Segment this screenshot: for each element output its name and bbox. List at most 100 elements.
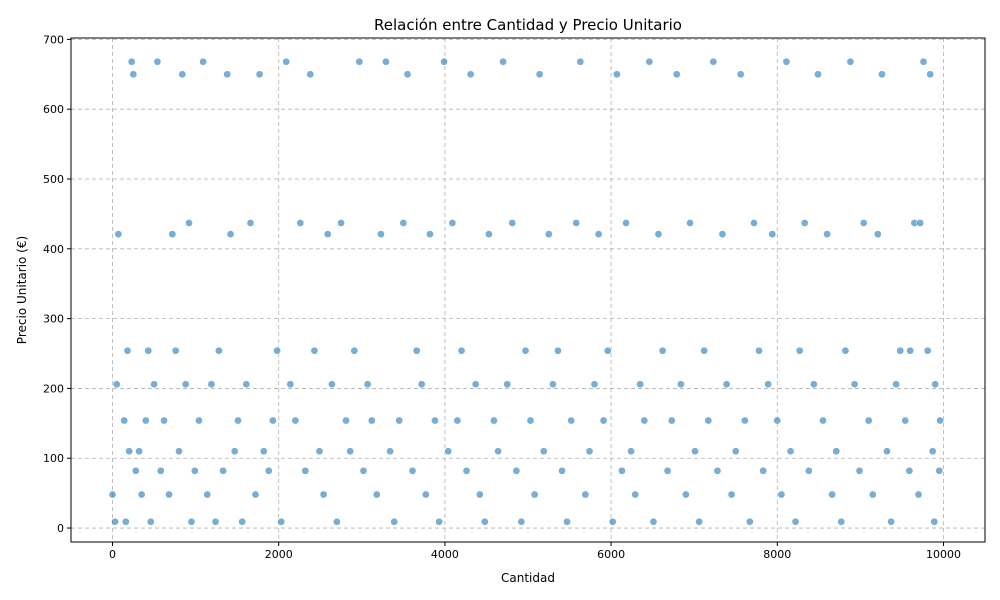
y-tick-label: 0 [57, 522, 64, 535]
scatter-point [144, 346, 153, 355]
scatter-point [859, 219, 868, 227]
scatter-point [135, 447, 143, 456]
scatter-point [333, 517, 341, 526]
scatter-point [554, 346, 562, 355]
scatter-point [544, 230, 553, 239]
scatter-point [636, 380, 645, 389]
scatter-point [804, 466, 813, 475]
scatter-point [931, 380, 939, 389]
scatter-point [795, 346, 804, 355]
scatter-point [864, 416, 873, 425]
scatter-point [581, 490, 590, 499]
scatter-point [323, 230, 332, 239]
scatter-point [916, 219, 925, 227]
x-tick-label: 4000 [431, 548, 459, 561]
scatter-points [108, 57, 944, 526]
scatter-point [777, 490, 786, 499]
scatter-point [475, 490, 484, 499]
scatter-point [150, 380, 158, 389]
scatter-point [457, 346, 466, 355]
scatter-point [923, 346, 932, 355]
scatter-point [627, 447, 635, 456]
x-tick-label: 8000 [763, 548, 791, 561]
scatter-point [530, 490, 539, 499]
scatter-point [390, 517, 399, 526]
scatter-point [171, 346, 180, 355]
scatter-point [640, 416, 649, 425]
scatter-point [178, 70, 187, 79]
scatter-point [613, 70, 621, 79]
scatter-point [185, 219, 193, 227]
scatter-point [246, 219, 255, 227]
scatter-point [832, 447, 841, 456]
scatter-point [337, 219, 345, 227]
scatter-point [791, 517, 800, 526]
scatter-point [137, 490, 146, 499]
scatter-point [814, 70, 822, 79]
scatter-point [471, 380, 480, 389]
scatter-point [722, 380, 731, 389]
scatter-point [286, 380, 295, 389]
scatter-point [572, 219, 581, 227]
scatter-point [112, 380, 121, 389]
scatter-point [282, 57, 291, 66]
scatter-point [594, 230, 603, 239]
scatter-point [850, 380, 859, 389]
scatter-point [242, 380, 251, 389]
scatter-point [563, 517, 571, 526]
scatter-point [431, 416, 439, 425]
y-tick-label: 300 [43, 313, 64, 326]
scatter-point [359, 466, 368, 475]
scatter-point [165, 490, 173, 499]
scatter-point [935, 466, 944, 475]
scatter-point [259, 447, 268, 456]
scatter-point [503, 380, 512, 389]
scatter-point [508, 219, 517, 227]
scatter-point [211, 517, 220, 526]
scatter-point [412, 346, 421, 355]
scatter-point [120, 416, 129, 425]
x-tick-label: 10000 [926, 548, 961, 561]
scatter-point [121, 517, 130, 526]
scatter-point [868, 490, 877, 499]
scatter-point [549, 380, 557, 389]
scatter-point [512, 466, 521, 475]
scatter-point [672, 70, 681, 79]
scatter-point [403, 70, 412, 79]
y-tick-label: 500 [43, 173, 64, 186]
y-tick-label: 400 [43, 243, 64, 256]
scatter-point [306, 70, 315, 79]
scatter-point [654, 230, 663, 239]
scatter-point [677, 380, 685, 389]
scatter-point [727, 490, 736, 499]
scatter-point [585, 447, 594, 456]
scatter-point [421, 490, 430, 499]
scatter-point [759, 466, 767, 475]
scatter-point [440, 57, 448, 66]
x-tick-label: 6000 [597, 548, 625, 561]
scatter-point [746, 517, 754, 526]
scatter-point [896, 346, 905, 355]
scatter-point [930, 517, 939, 526]
scatter-point [160, 416, 168, 425]
scatter-point [517, 517, 526, 526]
scatter-point [301, 466, 310, 475]
scatter-point [631, 490, 640, 499]
scatter-point [125, 447, 134, 456]
scatter-point [190, 466, 199, 475]
scatter-point [490, 416, 498, 425]
scatter-point [658, 346, 667, 355]
scatter-point [310, 346, 319, 355]
y-tick-label: 200 [43, 382, 64, 395]
scatter-point [291, 416, 300, 425]
scatter-point [264, 466, 273, 475]
scatter-point [819, 416, 827, 425]
scatter-point [319, 490, 328, 499]
scatter-point [207, 380, 216, 389]
scatter-point [539, 447, 548, 456]
scatter-point [129, 70, 138, 79]
scatter-point [576, 57, 585, 66]
scatter-point [114, 230, 123, 239]
x-axis-ticks: 0 2000 4000 6000 8000 10000 [109, 542, 961, 561]
scatter-point [141, 416, 150, 425]
